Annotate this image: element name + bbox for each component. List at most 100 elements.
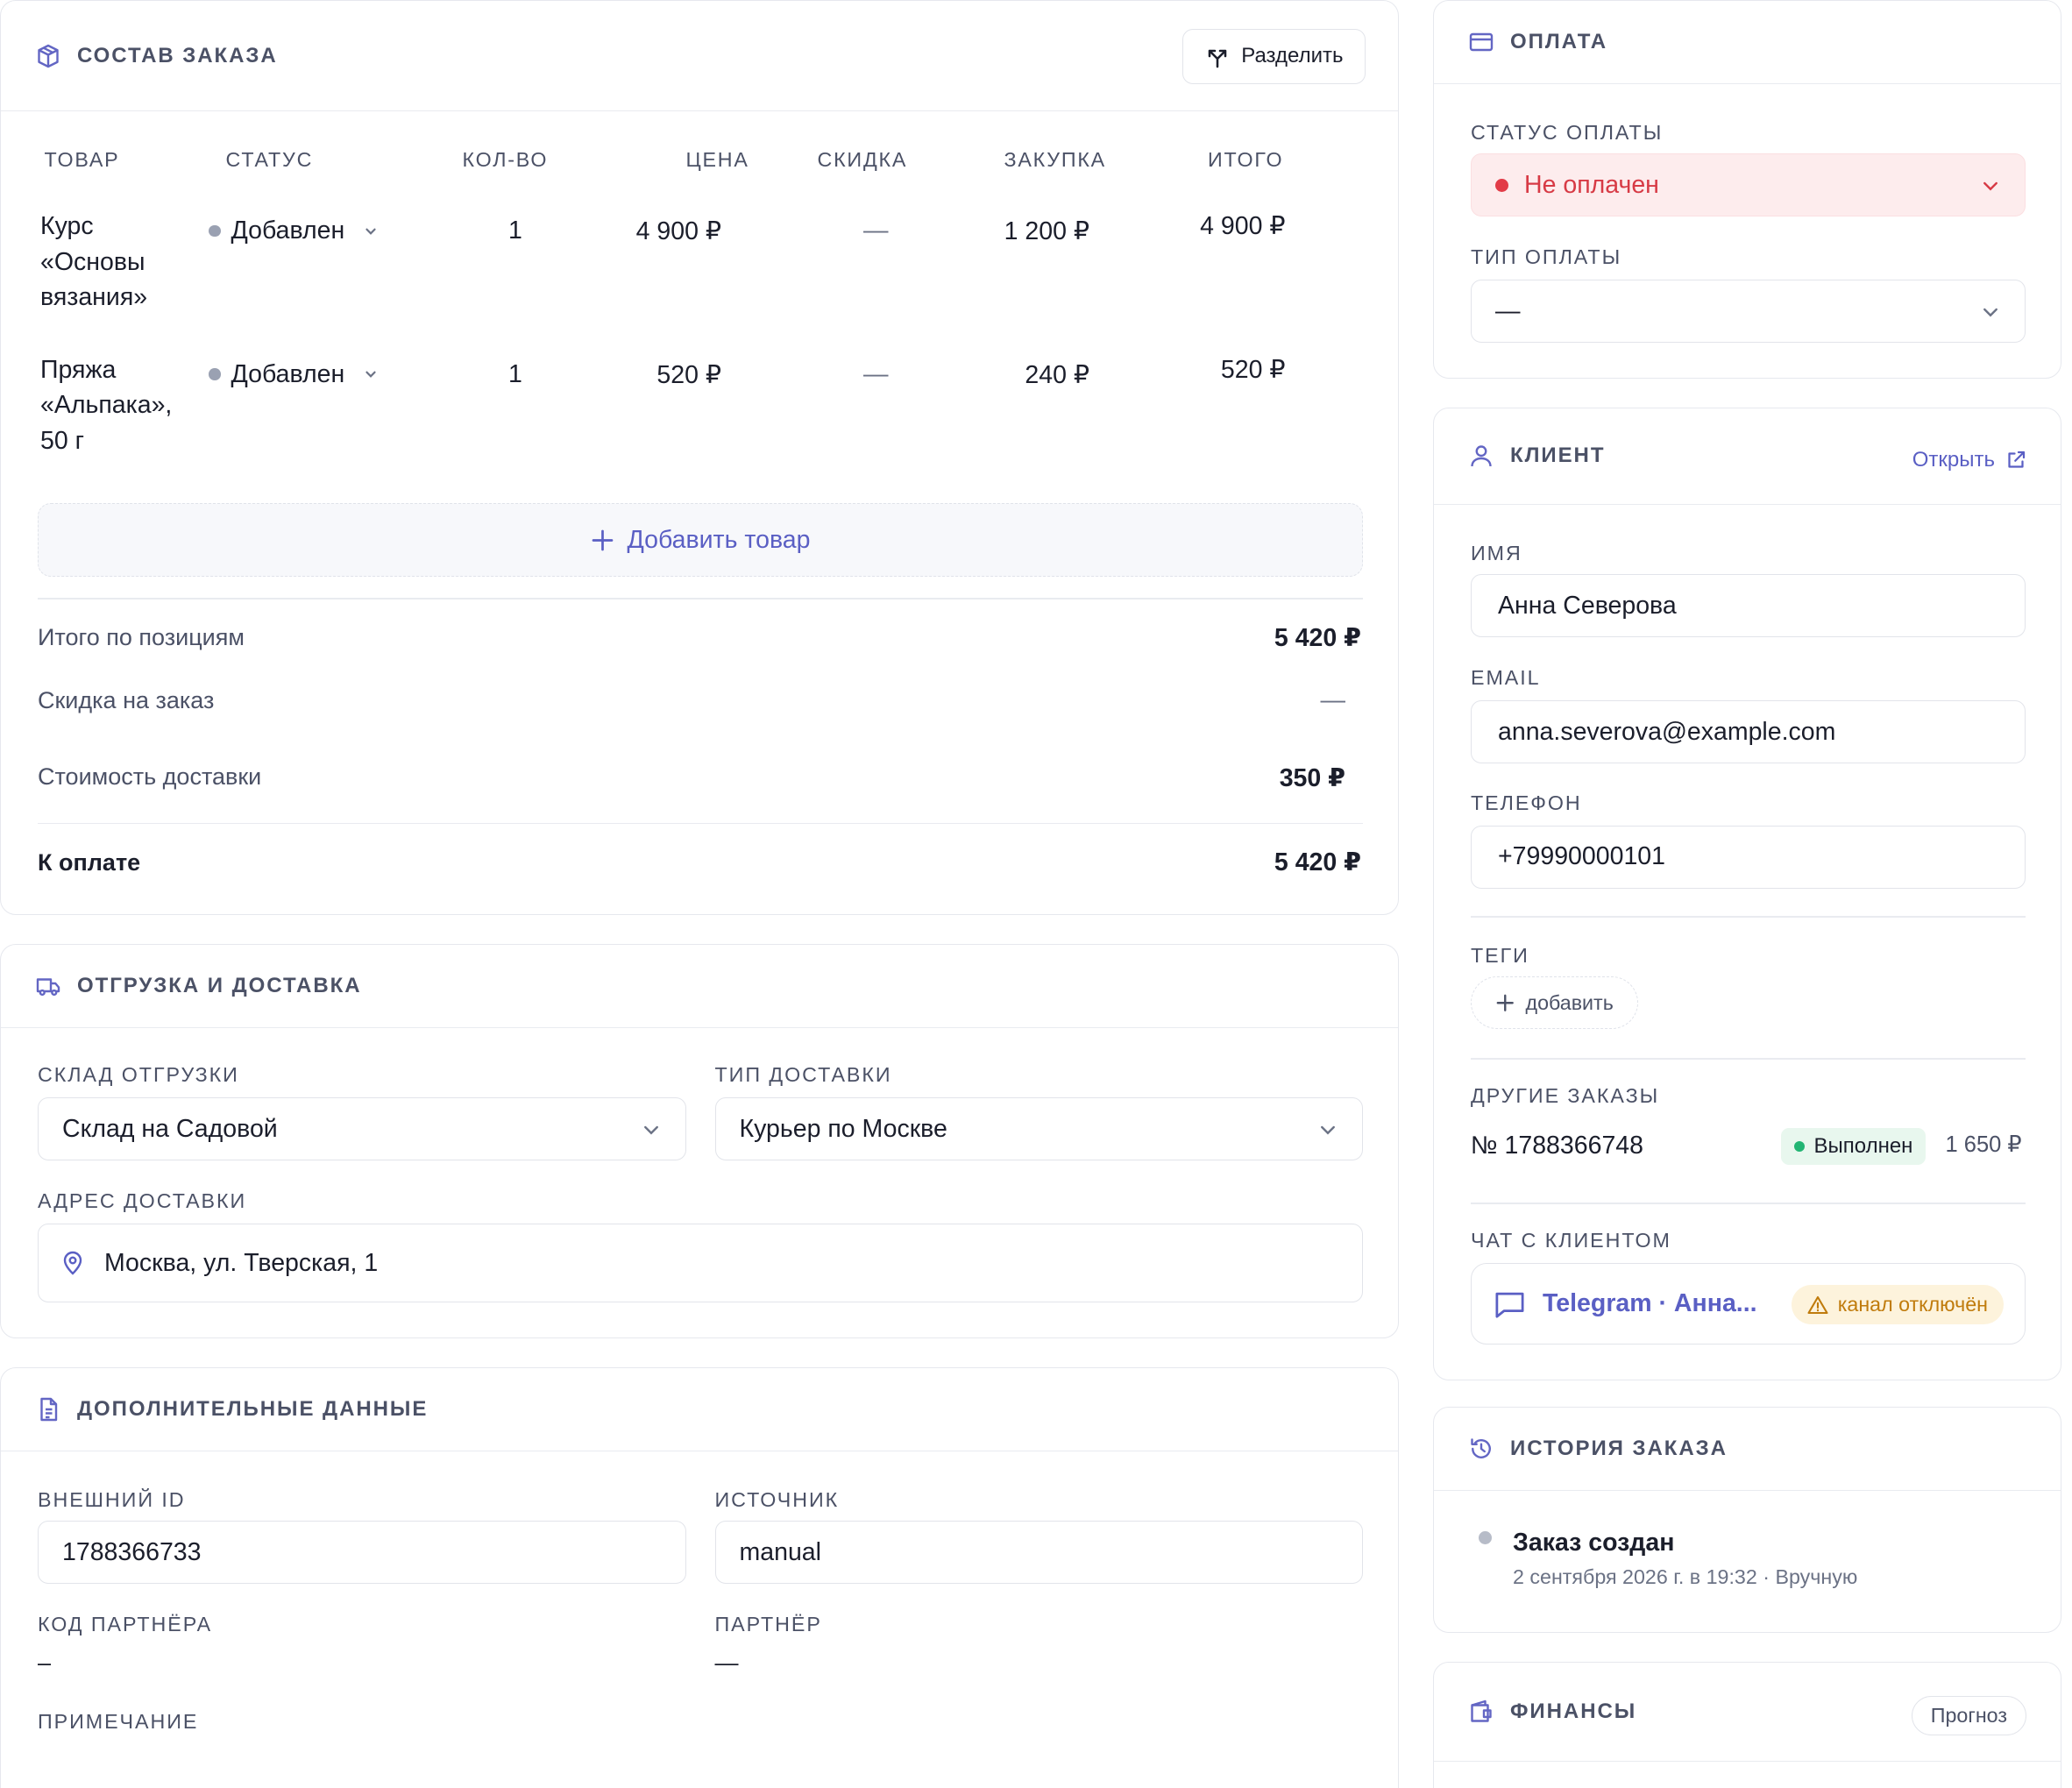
client-name-input[interactable]: Анна Северова — [1471, 574, 2026, 637]
chevron-down-icon — [365, 371, 376, 378]
history-title: ИСТОРИЯ ЗАКАЗА — [1510, 1436, 1728, 1460]
item-price[interactable]: 4 900 ₽ — [635, 217, 721, 245]
item-discount[interactable]: — — [863, 216, 889, 245]
item-qty[interactable]: 1 — [508, 359, 522, 388]
client-name-value: Анна Северова — [1498, 591, 1677, 620]
item-total: 520 ₽ — [1220, 355, 1286, 384]
payment-card: ОПЛАТА СТАТУС ОПЛАТЫ Не оплачен ТИП ОПЛА… — [1433, 0, 2061, 379]
partner-code-value[interactable]: – — [38, 1650, 52, 1676]
item-price[interactable]: 520 ₽ — [656, 360, 721, 389]
client-title: КЛИЕНТ — [1510, 443, 1606, 468]
channel-disabled-badge: канал отключён — [1792, 1285, 2004, 1324]
external-id-value: 1788366733 — [62, 1537, 202, 1566]
col-header-product: ТОВАР — [44, 148, 120, 171]
delivery-type-value: Курьер по Москве — [739, 1114, 947, 1143]
divider — [1471, 1058, 2026, 1060]
external-id-input[interactable]: 1788366733 — [38, 1521, 686, 1584]
add-item-button[interactable]: Добавить товар — [38, 503, 1363, 577]
split-icon — [1208, 49, 1227, 68]
external-id-label: ВНЕШНИЙ ID — [38, 1487, 186, 1511]
other-order-link[interactable]: № 1788366748 — [1471, 1132, 1643, 1160]
status-dot — [209, 224, 221, 238]
product-name[interactable]: Пряжа «Альпака», 50 г — [40, 355, 173, 455]
payment-title: ОПЛАТА — [1510, 29, 1608, 53]
other-order-status: Выполнен — [1813, 1133, 1913, 1158]
item-status-select[interactable]: Добавлен — [209, 360, 379, 389]
extra-data-card: ДОПОЛНИТЕЛЬНЫЕ ДАННЫЕ ВНЕШНИЙ ID 1788366… — [0, 1367, 1399, 1788]
delivery-cost-value[interactable]: 350 ₽ — [1279, 764, 1345, 792]
divider — [38, 822, 1363, 824]
add-item-label: Добавить товар — [627, 525, 811, 554]
delivery-type-select[interactable]: Курьер по Москве — [714, 1097, 1363, 1160]
chevron-down-icon — [1983, 308, 1997, 317]
client-card: КЛИЕНТ Открыть ИМЯ Анна Северова EMAIL a… — [1433, 408, 2061, 1380]
order-composition-header: СОСТАВ ЗАКАЗА — [1, 1, 1398, 111]
divider — [1471, 1203, 2026, 1204]
item-status-select[interactable]: Добавлен — [209, 216, 379, 245]
item-discount[interactable]: — — [863, 359, 889, 388]
partner-value[interactable]: — — [714, 1650, 739, 1676]
address-value: Москва, ул. Тверская, 1 — [104, 1248, 379, 1277]
warehouse-select[interactable]: Склад на Садовой — [38, 1097, 686, 1160]
chat-link[interactable]: Telegram · Анна... — [1543, 1289, 1757, 1317]
partner-label: ПАРТНЁР — [714, 1613, 822, 1635]
timeline-dot — [1479, 1531, 1492, 1544]
open-client-link[interactable]: Открыть — [1912, 448, 2026, 472]
divider — [1471, 916, 2026, 918]
external-link-icon — [2008, 451, 2026, 468]
history-event-title: Заказ создан — [1513, 1529, 1675, 1557]
document-icon — [35, 1396, 61, 1423]
item-qty[interactable]: 1 — [508, 216, 522, 245]
source-value: manual — [739, 1537, 821, 1566]
source-input[interactable]: manual — [714, 1521, 1363, 1584]
item-purchase[interactable]: 1 200 ₽ — [1004, 217, 1089, 245]
shipping-title: ОТГРУЗКА И ДОСТАВКА — [77, 973, 362, 997]
divider — [38, 598, 1363, 600]
subtotal-label: Итого по позициям — [38, 624, 245, 650]
split-order-button[interactable]: Разделить — [1182, 28, 1366, 84]
shipping-header: ОТГРУЗКА И ДОСТАВКА — [1, 945, 1398, 1028]
history-card: ИСТОРИЯ ЗАКАЗА Заказ создан 2 сентября 2… — [1433, 1407, 2061, 1633]
col-header-status: СТАТУС — [225, 148, 314, 171]
delivery-type-label: ТИП ДОСТАВКИ — [714, 1063, 892, 1086]
client-email-input[interactable]: anna.severova@example.com — [1471, 700, 2026, 763]
history-icon — [1468, 1436, 1494, 1462]
other-order-status-badge: Выполнен — [1781, 1127, 1927, 1165]
col-header-discount: СКИДКА — [817, 148, 908, 171]
payment-status-label: СТАТУС ОПЛАТЫ — [1471, 120, 1664, 144]
client-name-label: ИМЯ — [1471, 541, 1522, 564]
extra-data-title: ДОПОЛНИТЕЛЬНЫЕ ДАННЫЕ — [77, 1396, 429, 1421]
col-header-total: ИТОГО — [1208, 148, 1284, 171]
payment-type-select[interactable]: — — [1471, 280, 2026, 343]
warehouse-value: Склад на Садовой — [62, 1114, 278, 1143]
other-orders-label: ДРУГИЕ ЗАКАЗЫ — [1471, 1084, 1660, 1107]
client-phone-input[interactable]: +79990000101 — [1471, 825, 2026, 889]
extra-data-header: ДОПОЛНИТЕЛЬНЫЕ ДАННЫЕ — [1, 1368, 1398, 1451]
item-purchase[interactable]: 240 ₽ — [1025, 360, 1089, 389]
product-name[interactable]: Курс «Основы вязания» — [40, 212, 148, 311]
client-chat-box[interactable]: Telegram · Анна... канал отключён — [1471, 1263, 2026, 1345]
plus-icon — [592, 529, 613, 550]
warning-icon — [1807, 1295, 1828, 1314]
box-icon — [35, 43, 61, 69]
partner-code-label: КОД ПАРТНЁРА — [38, 1613, 213, 1635]
chevron-down-icon — [643, 1125, 658, 1135]
col-header-qty: КОЛ-ВО — [462, 148, 549, 171]
client-phone-label: ТЕЛЕФОН — [1471, 791, 1582, 814]
client-email-label: EMAIL — [1471, 666, 1541, 689]
forecast-button[interactable]: Прогноз — [1911, 1695, 2026, 1735]
add-tag-button[interactable]: добавить — [1471, 976, 1638, 1029]
status-dot — [209, 368, 221, 380]
col-header-price: ЦЕНА — [685, 148, 749, 171]
chevron-down-icon — [365, 228, 376, 235]
order-discount-value[interactable]: — — [1320, 685, 1346, 714]
credit-card-icon — [1468, 29, 1494, 55]
address-input[interactable]: Москва, ул. Тверская, 1 — [38, 1224, 1363, 1302]
plus-icon — [1496, 994, 1514, 1011]
order-composition-title: СОСТАВ ЗАКАЗА — [77, 43, 278, 67]
chat-label: ЧАТ С КЛИЕНТОМ — [1471, 1229, 1671, 1252]
payment-status-select[interactable]: Не оплачен — [1471, 153, 2026, 216]
source-label: ИСТОЧНИК — [714, 1487, 840, 1511]
address-label: АДРЕС ДОСТАВКИ — [38, 1189, 247, 1212]
client-phone-value: +79990000101 — [1498, 842, 1665, 870]
